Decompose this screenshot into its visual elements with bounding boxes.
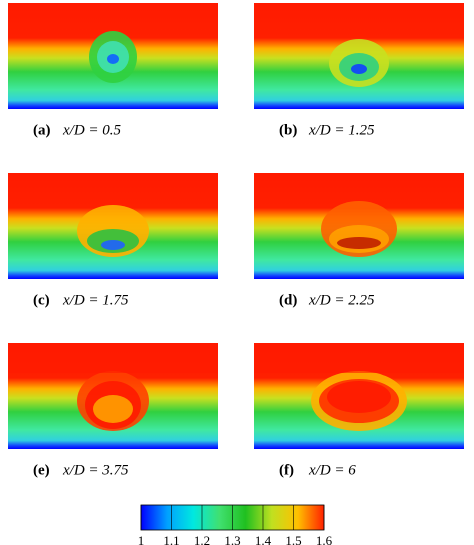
panel-caption: x/D = 2.25 [308,292,375,308]
colorbar-tick-label: 1 [138,533,145,545]
panel-label: (f) [279,462,294,478]
vortex-region [337,237,381,249]
top-band [254,343,464,373]
panel [8,343,218,449]
colorbar-tick-label: 1.1 [163,533,179,545]
vortex-region [107,54,119,64]
panel [254,3,464,109]
panel-label: (b) [279,122,297,138]
vortex-region [351,64,367,74]
panel [254,173,464,279]
panel [254,343,464,449]
panel-label: (c) [33,292,50,308]
panel-caption: x/D = 1.75 [62,292,129,308]
colorbar-tick-label: 1.3 [224,533,240,545]
panel-caption: x/D = 3.75 [62,462,129,478]
panel-caption: x/D = 0.5 [62,122,122,138]
colorbar-tick-label: 1.5 [285,533,301,545]
colorbar-tick-label: 1.4 [255,533,272,545]
panel [8,3,218,109]
vortex-region [101,240,125,250]
vortex-region [93,395,133,423]
top-band [8,343,218,373]
panel-label: (d) [279,292,297,308]
colorbar-tick-label: 1.2 [194,533,210,545]
colorbar-tick-label: 1.6 [316,533,333,545]
panel-caption: x/D = 6 [308,462,356,478]
panel-label: (e) [33,462,50,478]
panel [8,173,218,279]
panel-caption: x/D = 1.25 [308,122,375,138]
panel-label: (a) [33,122,51,138]
vortex-region [327,381,391,413]
